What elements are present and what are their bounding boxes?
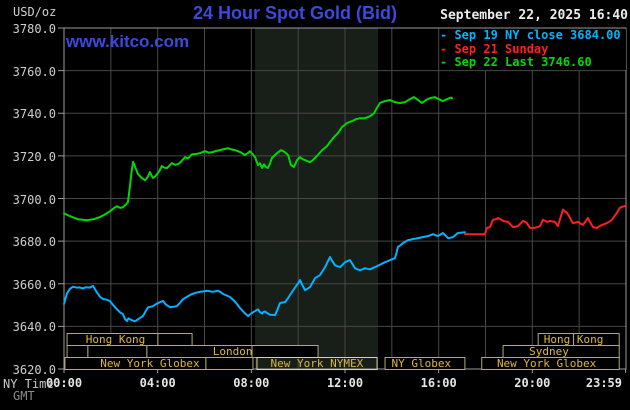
session-label: Sydney	[529, 345, 569, 358]
ny-time-axis-label: NY Time	[3, 377, 54, 391]
session-box	[66, 345, 89, 358]
y-axis-label: 3780.0	[12, 22, 56, 36]
session-label: Hong Kong	[86, 333, 146, 346]
session-box	[481, 357, 620, 370]
session-label: Hong Kong	[544, 333, 604, 346]
y-axis-label: 3660.0	[12, 277, 56, 292]
ny-ticks-label: 08:00	[233, 376, 270, 390]
session-label: New York Globex	[100, 357, 200, 370]
x-axis-ny-row: 00:00 04:00 08:00 12:00 16:00 20:00 23:59	[0, 376, 630, 390]
y-axis-label: 3740.0	[12, 107, 56, 122]
ny-ticks-label: 23:59	[585, 376, 622, 390]
session-box	[256, 357, 378, 370]
y-axis-label: 3720.0	[12, 149, 56, 164]
legend: - Sep 19 NY close 3684.00- Sep 21 Sunday…	[440, 28, 626, 70]
nymex-session-band	[255, 28, 379, 371]
session-label: NY Globex	[392, 357, 452, 370]
y-axis-label: 3680.0	[12, 235, 56, 250]
session-label: New York NYMEX	[271, 357, 364, 370]
y-axis-label: 3640.0	[12, 320, 56, 335]
legend-item: - Sep 22 Last 3746.60	[440, 55, 592, 69]
y-axis-label: 3760.0	[12, 64, 56, 79]
y-axis-label: 3620.0	[12, 363, 56, 377]
session-label: London	[213, 345, 253, 358]
legend-item: - Sep 19 NY close 3684.00	[440, 28, 621, 42]
session-box	[384, 357, 466, 370]
y-axis-label: 3700.0	[12, 192, 56, 207]
unit-label: USD/oz	[13, 5, 57, 19]
session-box	[157, 333, 193, 346]
legend-item: - Sep 21 Sunday	[440, 41, 549, 56]
session-box	[205, 357, 254, 370]
gmt-axis-label: GMT	[13, 389, 35, 403]
ny-ticks-label: 12:00	[326, 376, 364, 390]
ny-ticks-label: 00:00	[45, 376, 83, 390]
sep22-price-line	[63, 96, 453, 222]
chart-title: 24 Hour Spot Gold (Bid)	[193, 3, 397, 23]
ny-ticks-label: 16:00	[420, 376, 457, 390]
sep19-price-line	[63, 231, 466, 323]
date-label: September 22, 2025 16:40	[440, 8, 628, 23]
sep21-price-line	[463, 205, 627, 236]
session-label: New York Globex	[497, 357, 597, 370]
ny-ticks-label: 04:00	[139, 376, 176, 390]
session-box	[251, 345, 319, 358]
session-box	[87, 345, 148, 358]
kitco-watermark-link[interactable]: www.kitco.com	[66, 32, 190, 51]
ny-ticks-label: 20:00	[514, 376, 551, 390]
